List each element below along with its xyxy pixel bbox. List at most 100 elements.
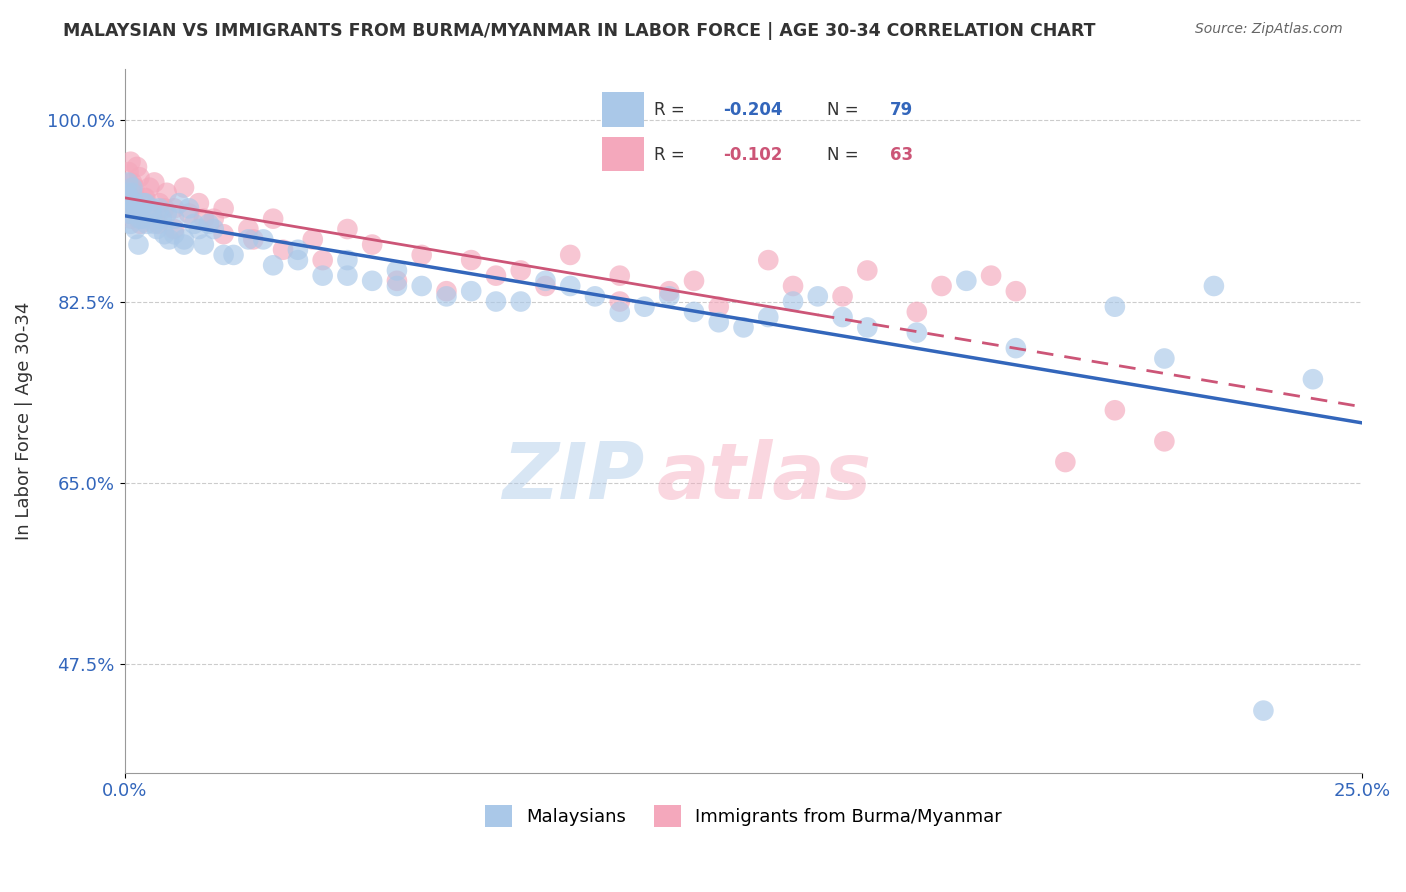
- Malaysians: [1153, 351, 1175, 366]
- Malaysians: [120, 206, 142, 220]
- Immigrants from Burma/Myanmar: [1054, 455, 1077, 469]
- Immigrants from Burma/Myanmar: [485, 268, 508, 283]
- Malaysians: [658, 289, 681, 303]
- Malaysians: [121, 186, 143, 200]
- Immigrants from Burma/Myanmar: [609, 268, 631, 283]
- Immigrants from Burma/Myanmar: [134, 191, 156, 205]
- Immigrants from Burma/Myanmar: [121, 176, 143, 190]
- Malaysians: [361, 274, 384, 288]
- Immigrants from Burma/Myanmar: [148, 196, 170, 211]
- Malaysians: [534, 274, 557, 288]
- Immigrants from Burma/Myanmar: [658, 284, 681, 298]
- Malaysians: [148, 202, 170, 216]
- Malaysians: [122, 202, 145, 216]
- Immigrants from Burma/Myanmar: [301, 232, 323, 246]
- Immigrants from Burma/Myanmar: [460, 253, 482, 268]
- Malaysians: [436, 289, 458, 303]
- Immigrants from Burma/Myanmar: [311, 253, 333, 268]
- Malaysians: [583, 289, 606, 303]
- Immigrants from Burma/Myanmar: [163, 202, 186, 216]
- Immigrants from Burma/Myanmar: [385, 274, 408, 288]
- Immigrants from Burma/Myanmar: [262, 211, 284, 226]
- Malaysians: [1253, 704, 1275, 718]
- Malaysians: [127, 237, 149, 252]
- Malaysians: [385, 263, 408, 277]
- Malaysians: [202, 222, 225, 236]
- Malaysians: [756, 310, 779, 324]
- Immigrants from Burma/Myanmar: [856, 263, 879, 277]
- Malaysians: [128, 211, 150, 226]
- Immigrants from Burma/Myanmar: [143, 176, 166, 190]
- Immigrants from Burma/Myanmar: [148, 217, 170, 231]
- Immigrants from Burma/Myanmar: [129, 217, 152, 231]
- Y-axis label: In Labor Force | Age 30-34: In Labor Force | Age 30-34: [15, 301, 32, 540]
- Malaysians: [336, 268, 359, 283]
- Malaysians: [183, 217, 205, 231]
- Immigrants from Burma/Myanmar: [177, 206, 200, 220]
- Malaysians: [807, 289, 830, 303]
- Immigrants from Burma/Myanmar: [202, 211, 225, 226]
- Malaysians: [173, 237, 195, 252]
- Immigrants from Burma/Myanmar: [436, 284, 458, 298]
- Malaysians: [411, 279, 433, 293]
- Malaysians: [150, 211, 173, 226]
- Malaysians: [156, 206, 179, 220]
- Immigrants from Burma/Myanmar: [560, 248, 582, 262]
- Malaysians: [733, 320, 755, 334]
- Text: atlas: atlas: [657, 439, 872, 515]
- Malaysians: [212, 248, 235, 262]
- Immigrants from Burma/Myanmar: [163, 222, 186, 236]
- Malaysians: [121, 180, 143, 194]
- Malaysians: [385, 279, 408, 293]
- Malaysians: [831, 310, 853, 324]
- Malaysians: [460, 284, 482, 298]
- Immigrants from Burma/Myanmar: [117, 165, 139, 179]
- Malaysians: [485, 294, 508, 309]
- Malaysians: [132, 196, 155, 211]
- Malaysians: [1104, 300, 1126, 314]
- Immigrants from Burma/Myanmar: [193, 211, 215, 226]
- Immigrants from Burma/Myanmar: [212, 202, 235, 216]
- Legend: Malaysians, Immigrants from Burma/Myanmar: Malaysians, Immigrants from Burma/Myanma…: [478, 797, 1010, 834]
- Immigrants from Burma/Myanmar: [138, 180, 160, 194]
- Malaysians: [1005, 341, 1028, 355]
- Immigrants from Burma/Myanmar: [509, 263, 531, 277]
- Malaysians: [118, 191, 141, 205]
- Malaysians: [163, 227, 186, 242]
- Immigrants from Burma/Myanmar: [156, 186, 179, 200]
- Malaysians: [683, 305, 706, 319]
- Malaysians: [157, 232, 180, 246]
- Malaysians: [287, 253, 309, 268]
- Malaysians: [163, 211, 186, 226]
- Immigrants from Burma/Myanmar: [756, 253, 779, 268]
- Immigrants from Burma/Myanmar: [1153, 434, 1175, 449]
- Immigrants from Burma/Myanmar: [782, 279, 804, 293]
- Immigrants from Burma/Myanmar: [122, 186, 145, 200]
- Malaysians: [143, 217, 166, 231]
- Malaysians: [193, 237, 215, 252]
- Malaysians: [120, 217, 142, 231]
- Immigrants from Burma/Myanmar: [120, 211, 142, 226]
- Immigrants from Burma/Myanmar: [134, 191, 156, 205]
- Immigrants from Burma/Myanmar: [1005, 284, 1028, 298]
- Malaysians: [131, 211, 153, 226]
- Immigrants from Burma/Myanmar: [124, 180, 146, 194]
- Immigrants from Burma/Myanmar: [361, 237, 384, 252]
- Text: MALAYSIAN VS IMMIGRANTS FROM BURMA/MYANMAR IN LABOR FORCE | AGE 30-34 CORRELATIO: MALAYSIAN VS IMMIGRANTS FROM BURMA/MYANM…: [63, 22, 1095, 40]
- Malaysians: [146, 222, 169, 236]
- Immigrants from Burma/Myanmar: [118, 191, 141, 205]
- Immigrants from Burma/Myanmar: [115, 186, 138, 200]
- Malaysians: [153, 227, 176, 242]
- Malaysians: [707, 315, 730, 329]
- Immigrants from Burma/Myanmar: [187, 196, 209, 211]
- Immigrants from Burma/Myanmar: [609, 294, 631, 309]
- Malaysians: [336, 253, 359, 268]
- Immigrants from Burma/Myanmar: [707, 300, 730, 314]
- Immigrants from Burma/Myanmar: [125, 202, 148, 216]
- Malaysians: [238, 232, 260, 246]
- Immigrants from Burma/Myanmar: [115, 206, 138, 220]
- Malaysians: [124, 222, 146, 236]
- Immigrants from Burma/Myanmar: [1104, 403, 1126, 417]
- Malaysians: [187, 222, 209, 236]
- Malaysians: [135, 217, 157, 231]
